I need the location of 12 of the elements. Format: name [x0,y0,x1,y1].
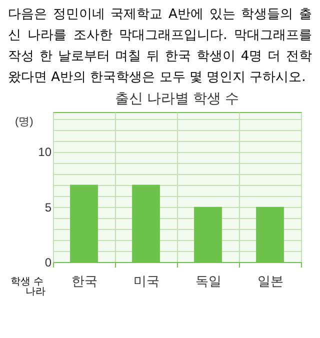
x-axis-title: 나라 [26,286,46,298]
text: (명) [15,116,34,128]
chart-title: 출신 나라별 학생 수 [115,90,239,106]
text: 다음은 정민이네 국제학교 A반에 있는 학생들의 출신 나라를 조사한 막대그래프입니다. 막대그래프를 작성 한 날로부터 며칠 뒤 한국 학생이 4명 더 전학 왔다면 A반의 한국학생은 모두 몇 명인지 구하시오. [7,6,313,87]
x-tick-label: 미국 [134,274,160,288]
x-tick-label: 일본 [258,274,284,288]
x-tick-label: 독일 [196,274,222,288]
y-tick-label: 5 [44,200,52,214]
y-tick-label: 0 [44,256,52,270]
x-tick-label: 한국 [72,274,98,288]
y-tick-label: 10 [38,145,52,160]
y-axis-title: 학생 수 [10,276,44,288]
